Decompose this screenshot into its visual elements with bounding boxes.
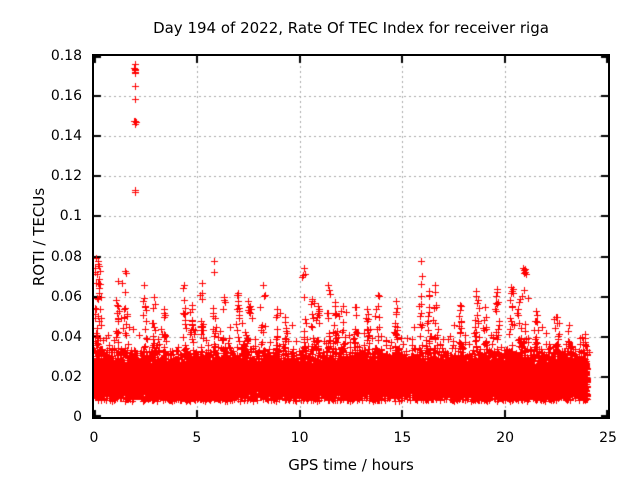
x-tick-label: 0 [89,430,99,446]
x-tick-label: 5 [192,430,202,446]
y-tick-label: 0.06 [50,288,82,305]
y-tick-label: 0.14 [50,128,82,145]
plot-area [92,54,610,419]
y-tick-label: 0.04 [50,328,82,345]
y-tick-label: 0.08 [50,248,82,265]
y-tick-label: 0.16 [50,88,82,105]
x-tick-label: 20 [496,430,515,446]
chart-title: Day 194 of 2022, Rate Of TEC Index for r… [153,19,549,37]
y-tick-label: 0.02 [50,368,82,385]
x-axis-label: GPS time / hours [288,456,414,474]
y-tick-label: 0.12 [50,168,82,185]
x-tick-label: 10 [290,430,309,446]
x-tick-label: 25 [599,430,617,446]
y-tick-label: 0.18 [50,48,82,64]
y-tick-label: 0.1 [59,208,82,225]
y-tick-label: 0 [73,409,82,425]
scatter-canvas [94,56,608,417]
x-tick-label: 15 [393,430,412,446]
y-axis-label: ROTI / TECUs [30,187,48,287]
